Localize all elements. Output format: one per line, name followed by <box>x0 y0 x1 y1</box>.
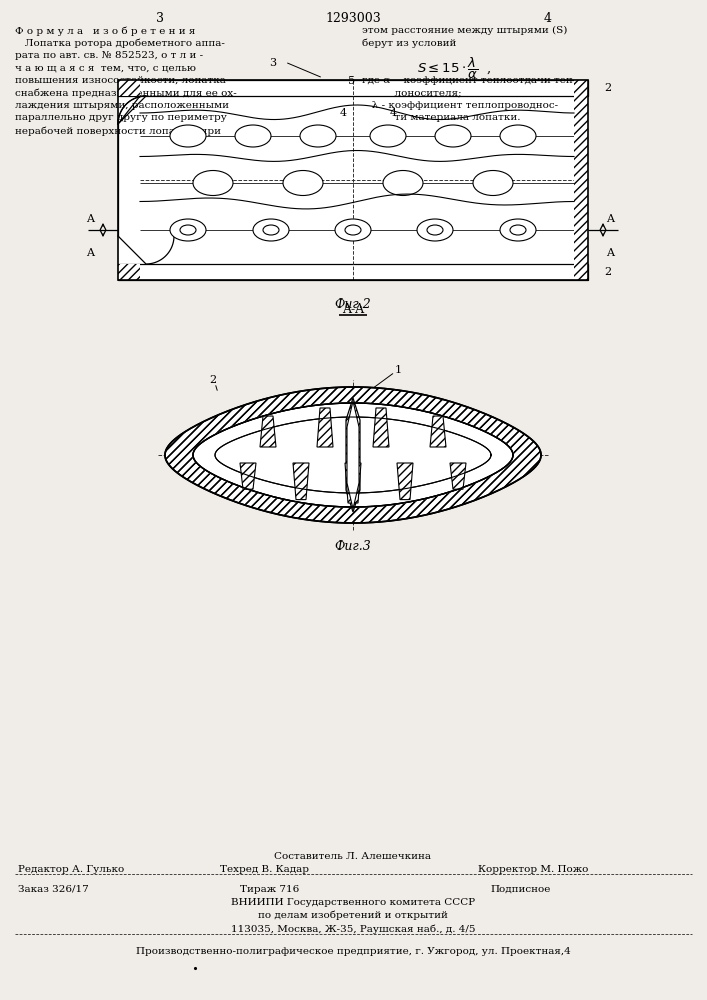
Text: нерабочей поверхности лопатки, при: нерабочей поверхности лопатки, при <box>15 126 221 135</box>
Text: 1293003: 1293003 <box>325 12 381 25</box>
Polygon shape <box>373 408 389 447</box>
Text: 4: 4 <box>544 12 552 25</box>
Text: берут из условий: берут из условий <box>362 38 457 48</box>
Polygon shape <box>293 463 309 500</box>
Bar <box>118 264 588 280</box>
Text: 3: 3 <box>269 58 276 68</box>
Ellipse shape <box>263 225 279 235</box>
Text: Лопатка ротора дробеметного аппа-: Лопатка ротора дробеметного аппа- <box>15 38 225 48</box>
Text: этом расстояние между штырями (S): этом расстояние между штырями (S) <box>362 26 568 35</box>
Text: 113035, Москва, Ж-35, Раушская наб., д. 4/5: 113035, Москва, Ж-35, Раушская наб., д. … <box>230 924 475 934</box>
Polygon shape <box>193 403 513 507</box>
Text: 2: 2 <box>209 375 216 385</box>
Text: лаждения штырями, расположенными: лаждения штырями, расположенными <box>15 101 229 110</box>
Text: λ - коэффициент теплопроводнос-: λ - коэффициент теплопроводнос- <box>362 101 558 110</box>
Ellipse shape <box>473 170 513 196</box>
Ellipse shape <box>500 219 536 241</box>
Polygon shape <box>193 403 513 507</box>
Ellipse shape <box>510 225 526 235</box>
Text: A: A <box>606 248 614 258</box>
Text: 5: 5 <box>349 76 356 86</box>
Polygon shape <box>347 401 359 509</box>
Text: Составитель Л. Алешечкина: Составитель Л. Алешечкина <box>274 852 431 861</box>
Text: $S \leq 15 \cdot \dfrac{\lambda}{\alpha}$  ,: $S \leq 15 \cdot \dfrac{\lambda}{\alpha}… <box>417 56 491 81</box>
Polygon shape <box>430 416 446 447</box>
Text: Ф о р м у л а   и з о б р е т е н и я: Ф о р м у л а и з о б р е т е н и я <box>15 26 195 35</box>
Ellipse shape <box>370 125 406 147</box>
Polygon shape <box>165 387 541 523</box>
Ellipse shape <box>300 125 336 147</box>
Text: Фиг.3: Фиг.3 <box>334 540 371 553</box>
Text: по делам изобретений и открытий: по делам изобретений и открытий <box>258 911 448 920</box>
Polygon shape <box>397 463 413 500</box>
Text: A: A <box>86 248 94 258</box>
Text: Тираж 716: Тираж 716 <box>240 885 299 894</box>
Ellipse shape <box>435 125 471 147</box>
Bar <box>118 80 588 96</box>
Polygon shape <box>317 408 333 447</box>
Text: A: A <box>86 214 94 224</box>
Text: 3: 3 <box>156 12 164 25</box>
Polygon shape <box>260 416 276 447</box>
Ellipse shape <box>427 225 443 235</box>
Ellipse shape <box>345 225 361 235</box>
Text: Корректор М. Пожо: Корректор М. Пожо <box>478 865 588 874</box>
Text: параллельно друг другу по периметру: параллельно друг другу по периметру <box>15 113 227 122</box>
Text: Техред В. Кадар: Техред В. Кадар <box>220 865 309 874</box>
Bar <box>118 80 588 280</box>
Ellipse shape <box>193 170 233 196</box>
Ellipse shape <box>253 219 289 241</box>
Text: 2: 2 <box>604 83 611 93</box>
Polygon shape <box>450 463 466 489</box>
Ellipse shape <box>335 219 371 241</box>
Bar <box>118 80 588 280</box>
Text: Производственно-полиграфическое предприятие, г. Ужгород, ул. Проектная,4: Производственно-полиграфическое предприя… <box>136 947 571 956</box>
Text: лоносителя;: лоносителя; <box>362 89 462 98</box>
Text: повышения износостойкости, лопатка: повышения износостойкости, лопатка <box>15 76 226 85</box>
Text: ч а ю щ а я с я  тем, что, с целью: ч а ю щ а я с я тем, что, с целью <box>15 64 196 73</box>
Text: 4: 4 <box>390 108 397 118</box>
Ellipse shape <box>235 125 271 147</box>
Text: Фиг.2: Фиг.2 <box>334 298 371 311</box>
Bar <box>574 80 588 96</box>
Text: ВНИИПИ Государственного комитета СССР: ВНИИПИ Государственного комитета СССР <box>231 898 475 907</box>
Ellipse shape <box>180 225 196 235</box>
Text: снабжена предназначенными для ее ох-: снабжена предназначенными для ее ох- <box>15 89 237 98</box>
Ellipse shape <box>170 125 206 147</box>
Bar <box>574 264 588 280</box>
Ellipse shape <box>170 219 206 241</box>
Polygon shape <box>240 463 256 489</box>
Polygon shape <box>346 398 360 512</box>
Bar <box>574 96 588 264</box>
Bar <box>118 264 140 280</box>
Text: 1: 1 <box>395 365 402 375</box>
Text: 4: 4 <box>370 483 377 493</box>
Text: Заказ 326/17: Заказ 326/17 <box>18 885 89 894</box>
Text: ти материала лопатки.: ти материала лопатки. <box>362 113 520 122</box>
Bar <box>118 80 140 96</box>
Ellipse shape <box>283 170 323 196</box>
Text: где α  - коэффициент теплоотдачи теп-: где α - коэффициент теплоотдачи теп- <box>362 76 576 85</box>
Text: A-A: A-A <box>342 303 364 316</box>
Polygon shape <box>215 417 491 493</box>
Text: 4: 4 <box>399 430 407 440</box>
Ellipse shape <box>417 219 453 241</box>
Polygon shape <box>345 463 361 503</box>
Text: рата по авт. св. № 852523, о т л и -: рата по авт. св. № 852523, о т л и - <box>15 51 203 60</box>
Ellipse shape <box>500 125 536 147</box>
Text: Редактор А. Гулько: Редактор А. Гулько <box>18 865 124 874</box>
Text: 4: 4 <box>339 108 346 118</box>
Text: Подписное: Подписное <box>490 885 550 894</box>
Text: 2: 2 <box>604 267 611 277</box>
Text: A: A <box>606 214 614 224</box>
Ellipse shape <box>383 170 423 196</box>
